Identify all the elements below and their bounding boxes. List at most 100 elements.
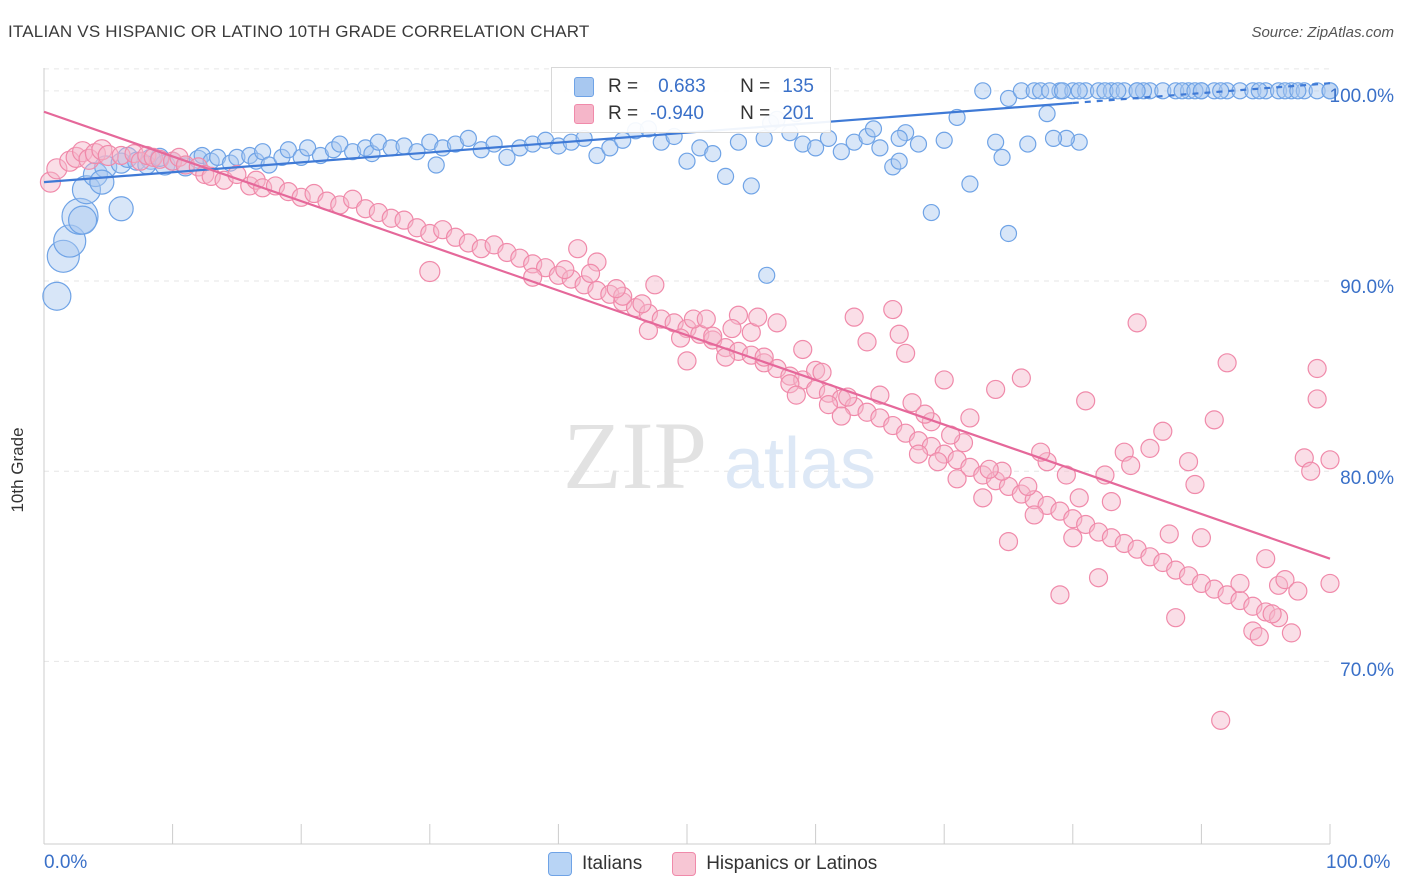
legend-item-hispanics[interactable]: Hispanics or Latinos: [672, 852, 877, 876]
data-point: [1191, 528, 1212, 548]
data-point: [960, 408, 980, 428]
data-point: [1230, 573, 1250, 594]
data-point: [1041, 82, 1059, 100]
trend-line-hispanics: [43, 110, 1331, 560]
data-point: [793, 339, 813, 360]
data-point: [871, 139, 889, 157]
data-point: [1069, 488, 1089, 508]
data-point: [908, 444, 929, 464]
data-point: [909, 135, 928, 153]
data-point: [716, 167, 735, 186]
y-tick-label-70: 70.0%: [1340, 660, 1394, 681]
data-point: [1308, 82, 1326, 100]
data-point: [1102, 82, 1120, 100]
data-point: [91, 139, 113, 161]
watermark-zip: ZIP: [563, 402, 707, 509]
data-point: [1321, 82, 1339, 100]
x-tick-label-max: 100.0%: [1326, 852, 1391, 873]
data-point: [1320, 573, 1340, 594]
data-point: [568, 239, 588, 259]
data-point: [1032, 82, 1050, 100]
data-point: [1024, 505, 1044, 525]
data-point: [928, 452, 948, 472]
data-point: [89, 169, 115, 195]
data-points: [39, 82, 1340, 730]
y-tick-label-100: 100.0%: [1329, 86, 1394, 107]
data-point: [748, 307, 768, 327]
data-point: [523, 267, 543, 287]
data-point: [1320, 450, 1340, 470]
data-point: [1154, 82, 1172, 100]
data-point: [1256, 549, 1276, 569]
data-point: [890, 152, 908, 170]
data-point: [986, 379, 1006, 400]
data-point: [1134, 82, 1153, 100]
data-point: [696, 309, 716, 329]
data-point: [974, 82, 992, 100]
data-point: [921, 412, 941, 432]
data-point: [999, 89, 1018, 108]
data-point: [1077, 82, 1095, 100]
data-point: [979, 459, 999, 479]
legend-swatch-italians: [548, 852, 572, 876]
legend-n-value: 135: [782, 76, 814, 97]
data-point: [1192, 82, 1211, 100]
data-point: [780, 374, 800, 394]
data-point: [42, 281, 72, 311]
data-point: [677, 351, 697, 371]
data-point: [46, 158, 68, 180]
data-point: [1185, 474, 1205, 495]
data-point: [767, 313, 787, 333]
data-point: [857, 332, 877, 352]
data-point: [890, 129, 908, 147]
data-point: [999, 224, 1018, 243]
data-point: [1044, 129, 1063, 147]
legend-label-hispanics: Hispanics or Latinos: [706, 853, 878, 874]
data-point: [420, 223, 440, 244]
data-point: [844, 307, 864, 327]
y-tick-label-80: 80.0%: [1340, 468, 1394, 489]
data-point: [1249, 627, 1269, 647]
data-point: [1019, 135, 1037, 153]
legend-swatch-hispanics: [574, 104, 594, 124]
data-point: [896, 343, 916, 363]
data-point: [1141, 82, 1159, 100]
legend-r-label: R =: [608, 76, 639, 97]
legend-item-italians[interactable]: Italians: [548, 852, 642, 876]
data-point: [498, 148, 516, 166]
data-point: [343, 189, 363, 209]
data-point: [1301, 461, 1321, 481]
data-point: [1121, 455, 1141, 476]
data-point: [587, 280, 607, 301]
data-point: [555, 260, 575, 280]
data-point: [331, 135, 349, 153]
data-point: [1295, 82, 1313, 100]
data-point: [742, 177, 760, 195]
trend-line-italians: [43, 101, 1073, 184]
data-point: [1153, 421, 1173, 441]
data-point: [1109, 82, 1127, 100]
legend-r-value: 0.683: [658, 76, 706, 97]
data-point: [947, 469, 967, 489]
series-legend: Italians Hispanics or Latinos: [548, 852, 907, 876]
y-tick-label-90: 90.0%: [1340, 277, 1394, 298]
data-point: [935, 131, 953, 149]
legend-row-hispanics: R = -0.940 N = 201: [574, 101, 814, 127]
data-point: [1012, 82, 1030, 100]
data-point: [812, 362, 832, 382]
data-point: [1088, 568, 1109, 588]
data-point: [601, 139, 619, 157]
legend-r-value: -0.940: [650, 103, 704, 124]
data-point: [993, 148, 1011, 166]
data-point: [71, 175, 102, 205]
data-point: [922, 203, 940, 222]
data-point: [902, 393, 922, 413]
legend-r-label: R =: [608, 103, 639, 124]
data-point: [108, 196, 134, 222]
data-point: [832, 143, 850, 161]
data-point: [299, 139, 317, 157]
data-point: [786, 385, 806, 405]
data-point: [1063, 528, 1083, 548]
data-point: [1070, 82, 1088, 100]
